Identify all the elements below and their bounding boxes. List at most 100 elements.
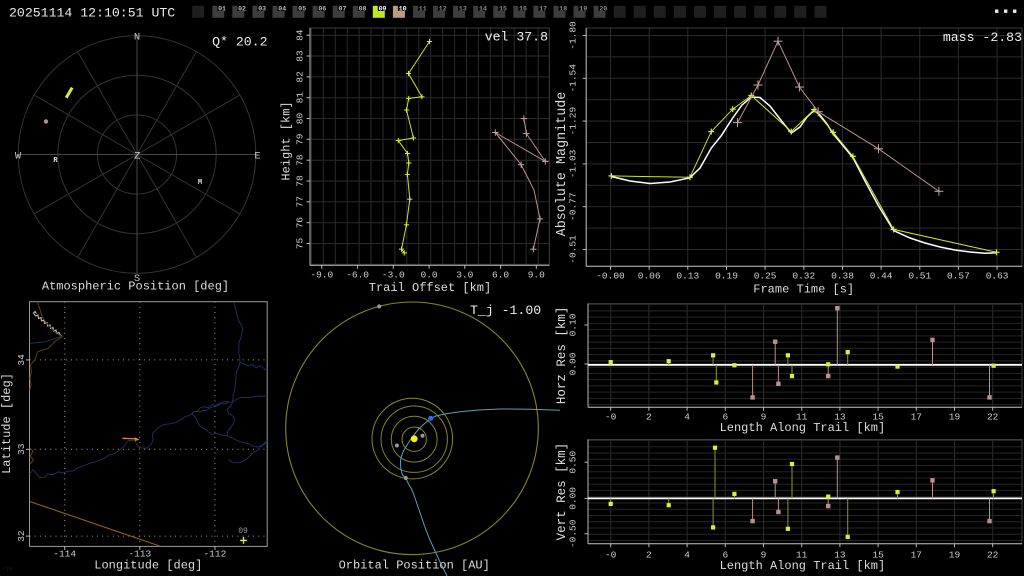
svg-text:10: 10 xyxy=(399,5,407,12)
svg-text:0.19: 0.19 xyxy=(715,271,738,282)
svg-text:75: 75 xyxy=(295,238,306,250)
svg-text:15: 15 xyxy=(872,412,884,423)
svg-text:mass -2.83: mass -2.83 xyxy=(943,30,1022,45)
svg-text:-1.29: -1.29 xyxy=(568,107,579,136)
svg-text:13: 13 xyxy=(834,550,846,561)
svg-text:19: 19 xyxy=(579,5,587,12)
svg-text:2: 2 xyxy=(646,550,652,561)
svg-text:34: 34 xyxy=(16,354,27,366)
svg-text:78: 78 xyxy=(295,154,306,166)
svg-text:-1.03: -1.03 xyxy=(568,149,579,178)
svg-text:12: 12 xyxy=(439,5,447,12)
svg-text:0.13: 0.13 xyxy=(676,271,699,282)
svg-text:Absolute Magnitude: Absolute Magnitude xyxy=(555,92,570,237)
svg-text:Vert Res [km]: Vert Res [km] xyxy=(555,443,569,541)
svg-text:15: 15 xyxy=(499,5,507,12)
svg-text:Latitude [deg]: Latitude [deg] xyxy=(0,373,14,474)
svg-text:rjw: rjw xyxy=(3,566,12,572)
svg-text:Atmospheric Position [deg]: Atmospheric Position [deg] xyxy=(42,280,229,294)
svg-text:33: 33 xyxy=(16,443,27,455)
svg-text:0.00: 0.00 xyxy=(568,487,579,510)
svg-text:0.00: 0.00 xyxy=(568,352,579,375)
svg-text:T_j -1.00: T_j -1.00 xyxy=(470,303,541,318)
svg-text:18: 18 xyxy=(559,5,567,12)
svg-text:-114: -114 xyxy=(53,549,76,560)
svg-text:83: 83 xyxy=(295,50,306,62)
svg-text:01: 01 xyxy=(218,5,226,12)
svg-text:2: 2 xyxy=(646,412,652,423)
svg-text:13: 13 xyxy=(834,412,846,423)
svg-text:Length Along Trail [km]: Length Along Trail [km] xyxy=(720,421,886,435)
svg-text:-0: -0 xyxy=(605,550,617,561)
svg-text:81: 81 xyxy=(295,92,306,104)
svg-text:6: 6 xyxy=(722,550,728,561)
svg-text:14: 14 xyxy=(479,5,487,12)
svg-text:06: 06 xyxy=(318,5,326,12)
svg-text:S: S xyxy=(134,273,140,285)
svg-text:80: 80 xyxy=(295,113,306,125)
svg-text:W: W xyxy=(15,150,22,162)
svg-text:02: 02 xyxy=(238,5,246,12)
svg-text:0.25: 0.25 xyxy=(754,271,777,282)
svg-text:0.38: 0.38 xyxy=(831,271,854,282)
svg-text:0.51: 0.51 xyxy=(908,271,931,282)
svg-text:0.06: 0.06 xyxy=(638,271,661,282)
svg-text:-0.51: -0.51 xyxy=(568,235,579,264)
svg-text:R: R xyxy=(53,157,58,165)
svg-text:03: 03 xyxy=(258,5,266,12)
svg-text:Height [km]: Height [km] xyxy=(280,101,294,180)
svg-text:Frame Time [s]: Frame Time [s] xyxy=(753,283,854,297)
svg-text:-0: -0 xyxy=(605,412,617,423)
svg-text:0.57: 0.57 xyxy=(947,271,970,282)
svg-text:07: 07 xyxy=(339,5,347,12)
svg-text:Longitude [deg]: Longitude [deg] xyxy=(94,559,202,573)
svg-text:20251114 12:10:51 UTC: 20251114 12:10:51 UTC xyxy=(9,6,175,21)
svg-text:-0.50: -0.50 xyxy=(568,519,579,548)
svg-text:08: 08 xyxy=(359,5,367,12)
svg-text:22: 22 xyxy=(987,550,999,561)
svg-text:9.0: 9.0 xyxy=(528,270,545,281)
svg-text:-3.0: -3.0 xyxy=(382,270,405,281)
svg-text:-0.00: -0.00 xyxy=(596,271,625,282)
svg-text:76: 76 xyxy=(295,217,306,229)
svg-text:09: 09 xyxy=(238,527,248,536)
svg-text:Length Along Trail [km]: Length Along Trail [km] xyxy=(720,559,886,573)
svg-text:84: 84 xyxy=(295,29,306,41)
svg-text:-1.80: -1.80 xyxy=(568,21,579,50)
svg-text:04: 04 xyxy=(278,5,286,12)
svg-text:11: 11 xyxy=(796,412,808,423)
svg-text:Horz Res [km]: Horz Res [km] xyxy=(555,307,569,405)
svg-text:17: 17 xyxy=(911,412,922,423)
svg-text:13: 13 xyxy=(459,5,467,12)
svg-text:32: 32 xyxy=(16,530,27,542)
svg-text:78: 78 xyxy=(295,175,306,187)
svg-text:M: M xyxy=(198,179,202,187)
svg-text:15: 15 xyxy=(872,550,884,561)
svg-text:6: 6 xyxy=(722,412,728,423)
svg-text:0.10: 0.10 xyxy=(568,313,579,336)
svg-text:Trail Offset [km]: Trail Offset [km] xyxy=(369,281,491,295)
svg-text:4: 4 xyxy=(684,550,690,561)
svg-text:4: 4 xyxy=(684,412,690,423)
svg-text:0.44: 0.44 xyxy=(870,271,893,282)
svg-text:0.63: 0.63 xyxy=(986,271,1009,282)
svg-text:11: 11 xyxy=(419,5,427,12)
svg-text:20: 20 xyxy=(599,5,607,12)
svg-text:0.32: 0.32 xyxy=(792,271,815,282)
svg-text:Orbital Position [AU]: Orbital Position [AU] xyxy=(339,559,490,573)
svg-text:-112: -112 xyxy=(203,549,226,560)
svg-text:Q* 20.2: Q* 20.2 xyxy=(212,35,267,50)
svg-text:9: 9 xyxy=(761,412,767,423)
svg-text:6.0: 6.0 xyxy=(492,270,509,281)
svg-text:vel 37.8: vel 37.8 xyxy=(485,30,548,45)
svg-text:N: N xyxy=(134,32,140,44)
svg-text:-1.54: -1.54 xyxy=(568,64,579,93)
svg-text:77: 77 xyxy=(295,196,306,207)
svg-text:-9.0: -9.0 xyxy=(310,270,333,281)
svg-text:79: 79 xyxy=(295,133,306,145)
svg-text:17: 17 xyxy=(539,5,547,12)
svg-text:17: 17 xyxy=(911,550,922,561)
svg-text:11: 11 xyxy=(796,550,808,561)
svg-text:Z: Z xyxy=(134,150,140,162)
svg-text:-113: -113 xyxy=(128,549,151,560)
